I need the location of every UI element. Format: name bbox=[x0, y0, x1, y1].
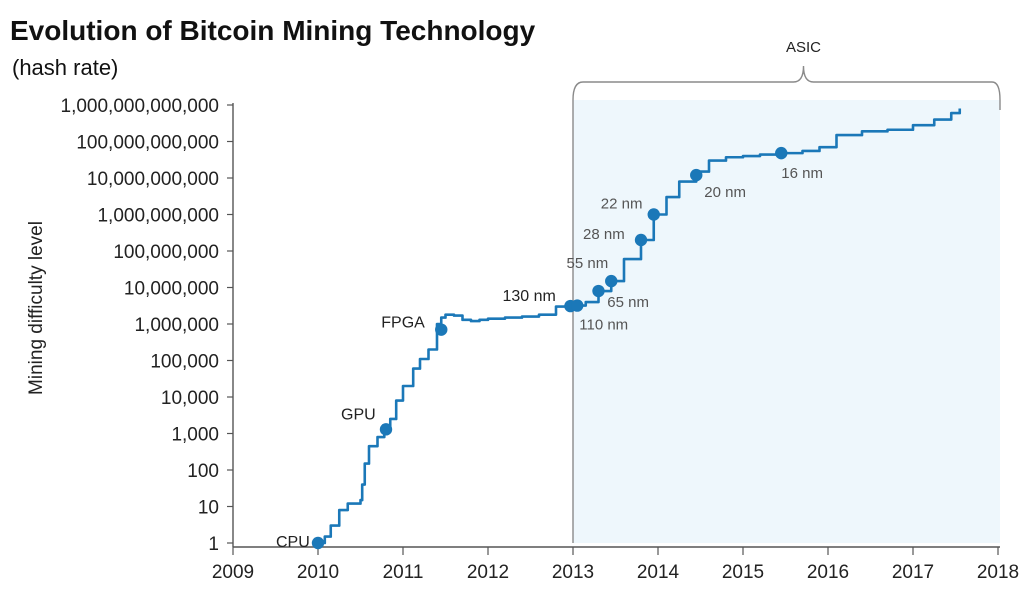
milestone-label: 65 nm bbox=[607, 294, 649, 311]
milestone-point bbox=[311, 536, 325, 550]
x-tick-label: 2017 bbox=[892, 562, 934, 583]
y-tick-label: 10,000 bbox=[161, 388, 219, 409]
series-group bbox=[318, 108, 962, 545]
x-tick-label: 2015 bbox=[722, 562, 764, 583]
chart-subtitle: (hash rate) bbox=[12, 55, 118, 80]
milestone-point bbox=[435, 323, 448, 336]
milestone-point bbox=[647, 208, 660, 221]
x-tick-label: 2011 bbox=[383, 562, 424, 583]
milestones-group: CPU GPU FPGA 130 nm 110 nm 55 nm 65 nm 28 nm 22 … bbox=[276, 146, 823, 551]
y-tick-label: 100,000 bbox=[150, 352, 219, 373]
milestone-label: 130 nm bbox=[502, 288, 555, 305]
y-tick-label: 1,000,000 bbox=[134, 315, 219, 336]
milestone-point bbox=[379, 423, 393, 436]
y-tick-label: 1 bbox=[208, 534, 219, 555]
milestone-point bbox=[634, 233, 648, 247]
y-tick-label: 100 bbox=[187, 461, 219, 482]
milestone-point bbox=[775, 146, 788, 160]
y-tick-label: 10,000,000,000 bbox=[87, 169, 219, 190]
asic-label: ASIC bbox=[786, 39, 821, 56]
y-tick-label: 1,000,000,000 bbox=[97, 206, 219, 227]
asic-shaded-region bbox=[573, 100, 1000, 543]
milestone-label: FPGA bbox=[381, 315, 425, 332]
x-tick-label: 2014 bbox=[637, 562, 680, 583]
x-tick-label: 2009 bbox=[212, 562, 254, 583]
y-tick-label: 1,000 bbox=[171, 425, 219, 446]
x-tick-label: 2013 bbox=[552, 562, 594, 583]
milestone-label: 28 nm bbox=[583, 226, 625, 243]
x-tick-label: 2018 bbox=[977, 562, 1019, 583]
milestone-point bbox=[605, 274, 618, 288]
asic-region-group: ASIC bbox=[572, 39, 1001, 543]
chart-title: Evolution of Bitcoin Mining Technology bbox=[10, 15, 536, 46]
milestone-label: GPU bbox=[341, 406, 376, 423]
milestone-label: CPU bbox=[276, 534, 310, 551]
milestone-label: 22 nm bbox=[601, 196, 643, 213]
y-tick-label: 100,000,000 bbox=[113, 242, 219, 263]
y-tick-label: 100,000,000,000 bbox=[76, 133, 219, 154]
milestone-label: 16 nm bbox=[781, 165, 823, 182]
y-tick-label: 1,000,000,000,000 bbox=[61, 96, 220, 117]
asic-bracket bbox=[572, 65, 1001, 110]
x-tick-label: 2016 bbox=[807, 562, 849, 583]
x-tick-label: 2012 bbox=[467, 562, 509, 583]
series-line bbox=[318, 108, 962, 545]
milestone-label: 20 nm bbox=[704, 184, 746, 201]
milestone-point bbox=[592, 284, 605, 298]
x-tick-label: 2010 bbox=[297, 562, 339, 583]
y-axis-label: Mining difficulty level bbox=[26, 221, 47, 395]
y-tick-label: 10,000,000 bbox=[124, 279, 219, 300]
y-tick-label: 10 bbox=[198, 498, 219, 519]
axes-group: 1 10 100 1,000 10,000 100,000 1,000,000 10,000,… bbox=[61, 96, 1020, 583]
milestone-label: 55 nm bbox=[567, 255, 609, 272]
milestone-point bbox=[690, 168, 703, 182]
milestone-point bbox=[571, 299, 584, 312]
milestone-label: 110 nm bbox=[579, 317, 628, 334]
